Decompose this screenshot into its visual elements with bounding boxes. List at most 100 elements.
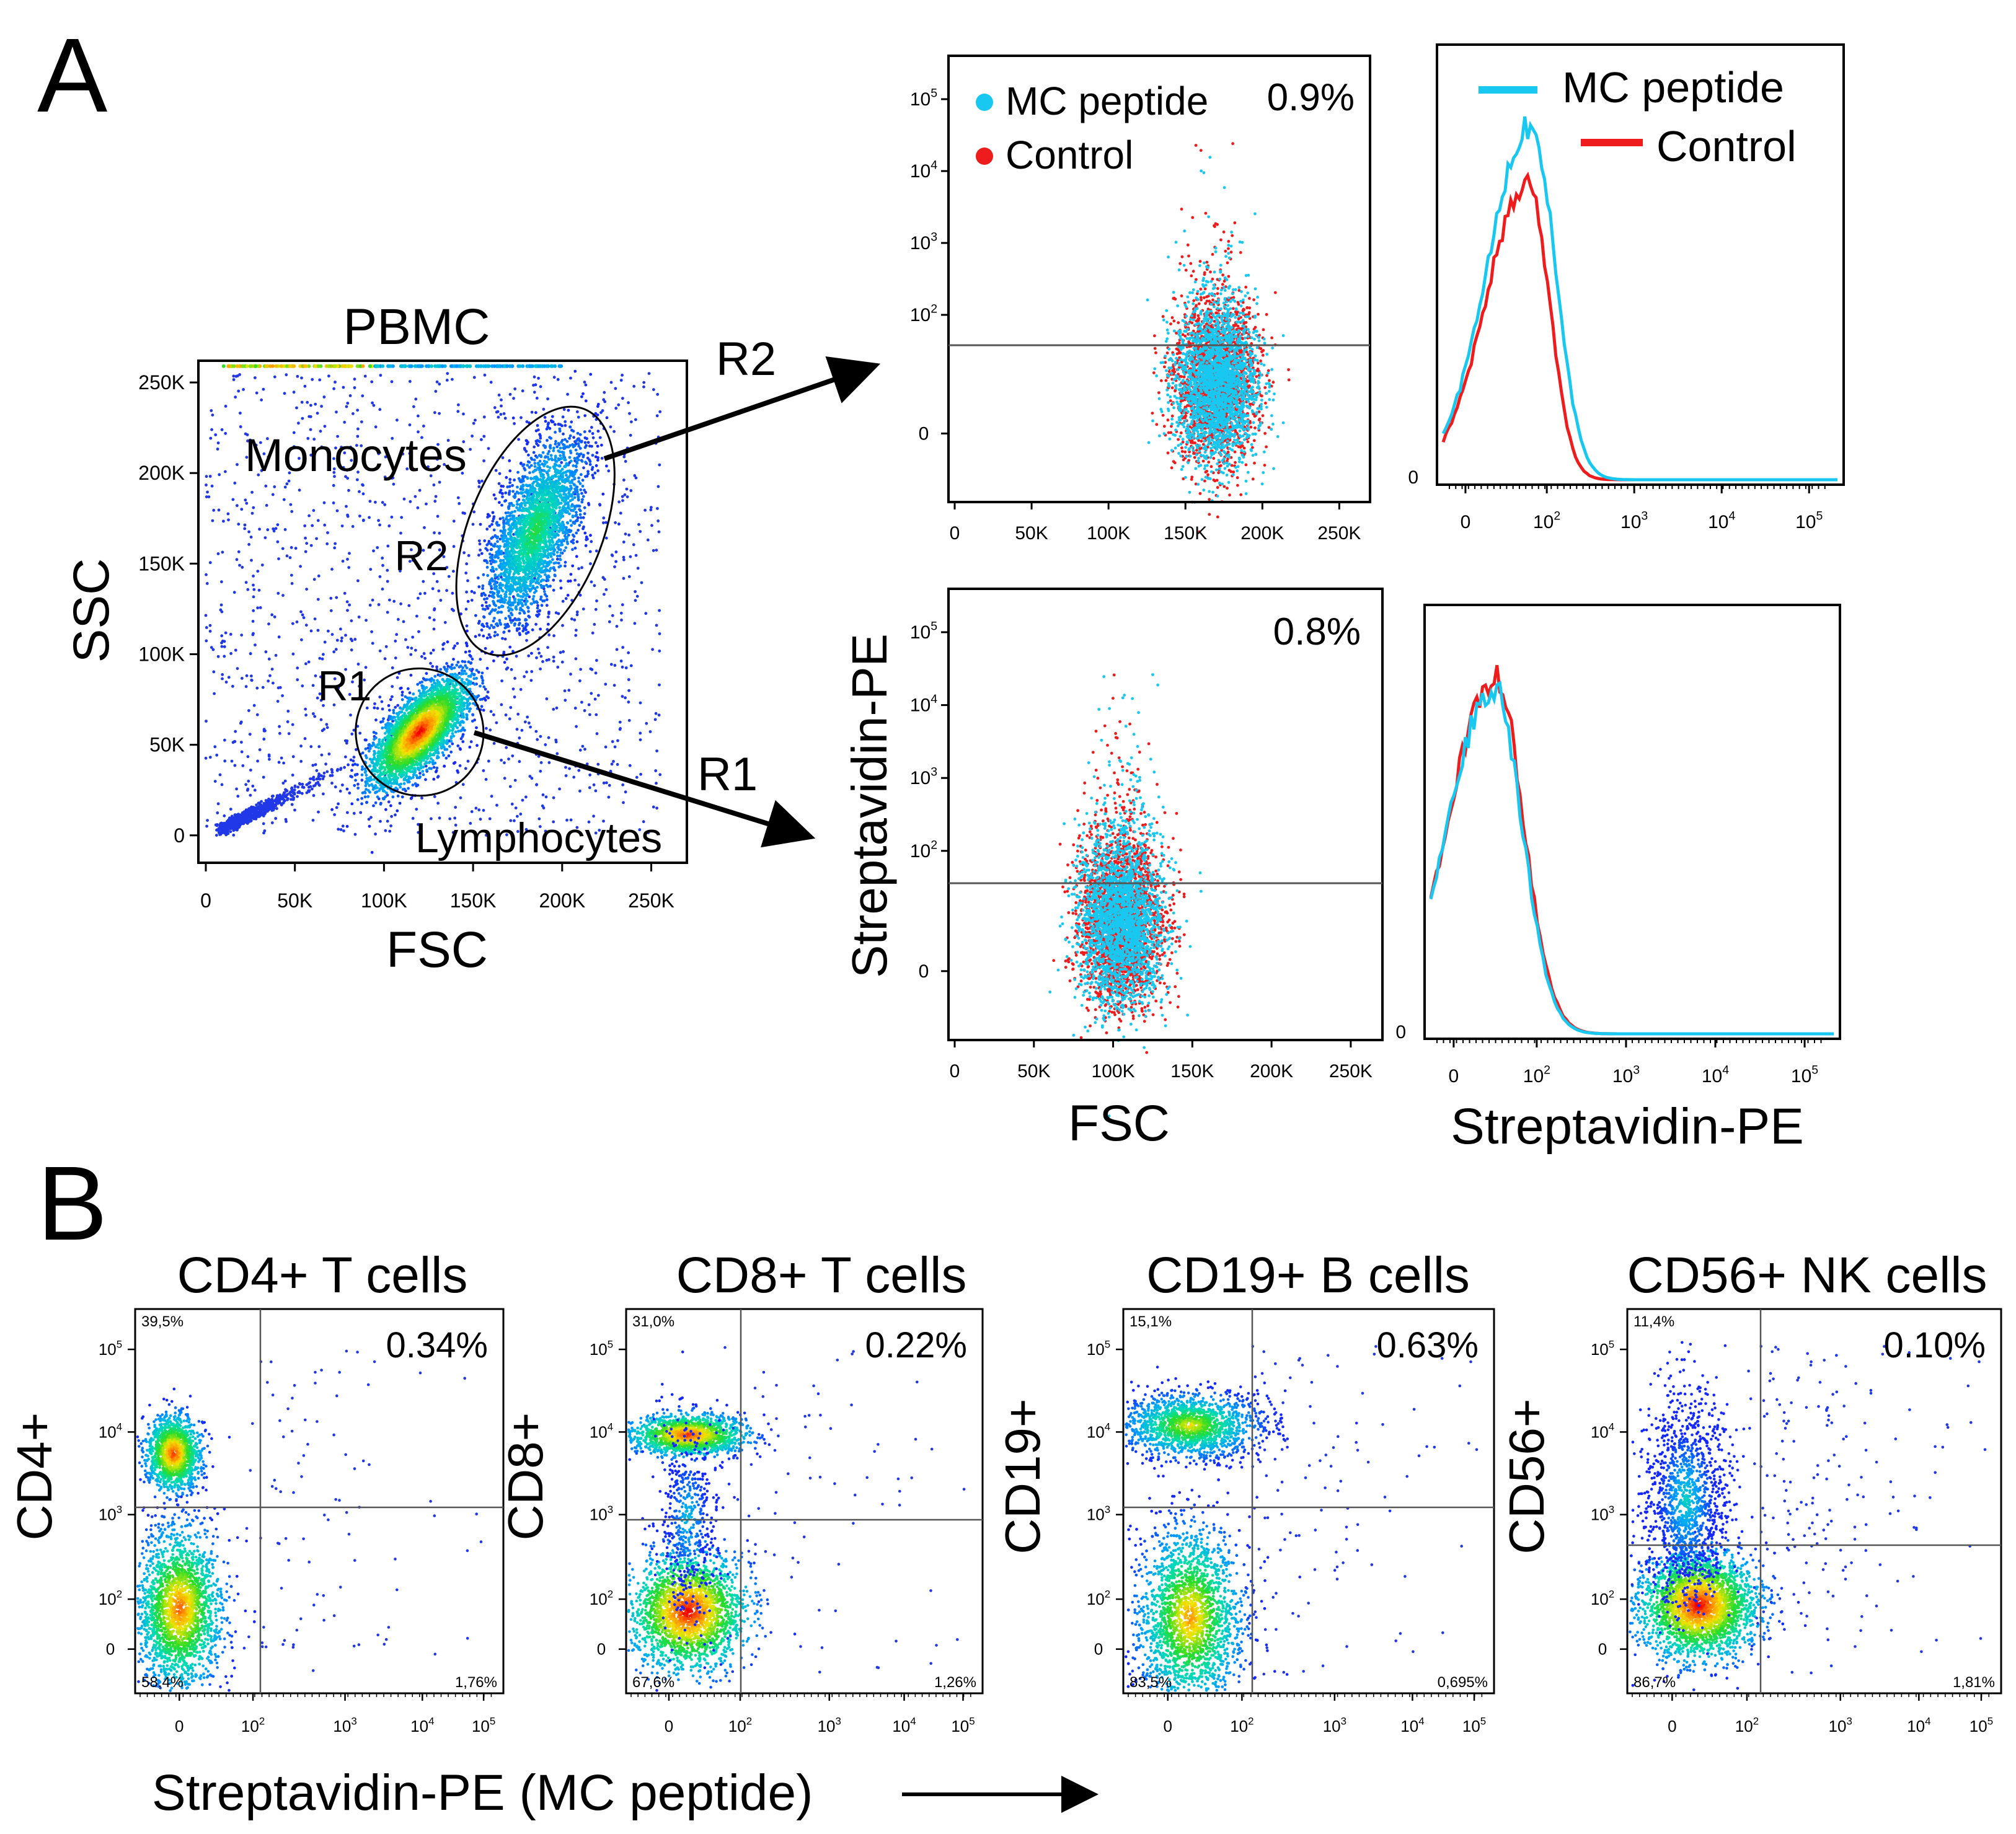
pbmc-point (515, 806, 518, 809)
pbmc-point (616, 739, 619, 743)
pbmc-point (384, 657, 387, 660)
pbmc-point (394, 813, 397, 816)
pbmc-point (628, 719, 631, 722)
pbmc-point (607, 469, 610, 472)
pbmc-point (533, 390, 536, 394)
pbmc-point (456, 642, 459, 645)
pbmc-point (284, 528, 287, 531)
pbmc-point (593, 623, 596, 626)
pbmc-point (335, 648, 338, 651)
pbmc-point (503, 412, 506, 415)
pbmc-point (324, 641, 327, 644)
pbmc-point (394, 706, 397, 709)
pbmc-point (381, 588, 384, 591)
pbmc-point (213, 692, 216, 695)
pbmc-point (591, 632, 595, 635)
pbmc-point (225, 681, 228, 684)
pbmc-point (318, 657, 321, 660)
pbmc-point (602, 516, 605, 519)
pbmc-point (627, 401, 630, 404)
pbmc-point (552, 634, 555, 637)
pbmc-point (441, 648, 444, 651)
pbmc-point (283, 392, 286, 395)
pbmc-point (347, 566, 350, 569)
pbmc-point (236, 463, 239, 466)
figure-svg: A B PBMC 0 50K 100K 150K 200K 250K050K100K150… (0, 0, 2016, 1831)
pbmc-point (369, 604, 372, 607)
pbmc-point (493, 742, 496, 745)
pbmc-point (658, 632, 661, 635)
pbmc-point (361, 778, 364, 782)
pbmc-point (590, 580, 593, 583)
pbmc-point (346, 609, 349, 612)
pbmc-point (639, 702, 642, 705)
pbmc-point (233, 482, 236, 485)
pbmc-point (621, 646, 624, 649)
pbmc-point (583, 747, 586, 751)
pbmc-point (220, 580, 223, 583)
pbmc-point (304, 663, 307, 666)
pbmc-point (268, 758, 271, 761)
pbmc-point (335, 806, 338, 809)
pbmc-point (301, 684, 304, 687)
pbmc-point (304, 708, 307, 711)
pbmc-point (407, 604, 410, 607)
pbmc-point (526, 716, 529, 719)
pbmc-point (247, 755, 250, 758)
pbmc-point (289, 556, 292, 559)
pbmc-point (245, 685, 248, 688)
pbmc-point (624, 532, 627, 536)
pbmc-point (347, 764, 350, 767)
pbmc-point (342, 824, 345, 827)
pbmc-point (341, 524, 344, 527)
pbmc-point (588, 703, 591, 707)
pbmc-point (374, 501, 377, 504)
pbmc-point (232, 834, 235, 837)
pbmc-point (236, 795, 239, 798)
pbmc-point (610, 663, 613, 666)
pbmc-point (503, 761, 506, 764)
pbmc-point (266, 528, 269, 531)
pbmc-point (391, 695, 394, 699)
pbmc-point (648, 372, 651, 375)
pbmc-point (346, 601, 349, 604)
pbmc-point (409, 500, 412, 503)
pbmc-point (209, 475, 212, 478)
pbmc-point (569, 672, 572, 676)
pbmc-point (356, 580, 360, 583)
pbmc-point (291, 582, 294, 585)
pbmc-point (309, 745, 312, 748)
pbmc-point (409, 423, 412, 426)
pbmc-point (343, 421, 346, 424)
pbmc-point (223, 814, 226, 818)
pbmc-point (559, 651, 562, 654)
pbmc-point (478, 633, 481, 637)
pbmc-point (596, 732, 599, 735)
pbmc-point (564, 424, 567, 427)
pbmc-point (221, 673, 224, 676)
pbmc-point (469, 448, 472, 451)
panel-letter-a: A (37, 17, 108, 134)
pbmc-point (249, 652, 252, 655)
pbmc-point (457, 496, 460, 500)
pbmc-point (272, 682, 275, 685)
pbmc-point (602, 398, 605, 401)
pbmc-point (500, 413, 503, 416)
pbmc-point (252, 596, 255, 599)
pbmc-point (487, 760, 490, 763)
pbmc-point (598, 504, 601, 507)
pbmc-point (381, 700, 384, 703)
pbmc-point (624, 696, 627, 699)
pbmc-point (312, 794, 316, 797)
pbmc-point (592, 436, 595, 439)
pbmc-point (395, 633, 398, 636)
pbmc-point (560, 461, 563, 464)
pbmc-point (542, 806, 546, 809)
pbmc-point (402, 620, 405, 624)
pbmc-point (218, 509, 221, 512)
pbmc-point (433, 619, 436, 622)
pbmc-point (283, 498, 286, 501)
pbmc-point (605, 782, 608, 785)
pbmc-point (330, 782, 334, 785)
pbmc-point (378, 524, 381, 527)
